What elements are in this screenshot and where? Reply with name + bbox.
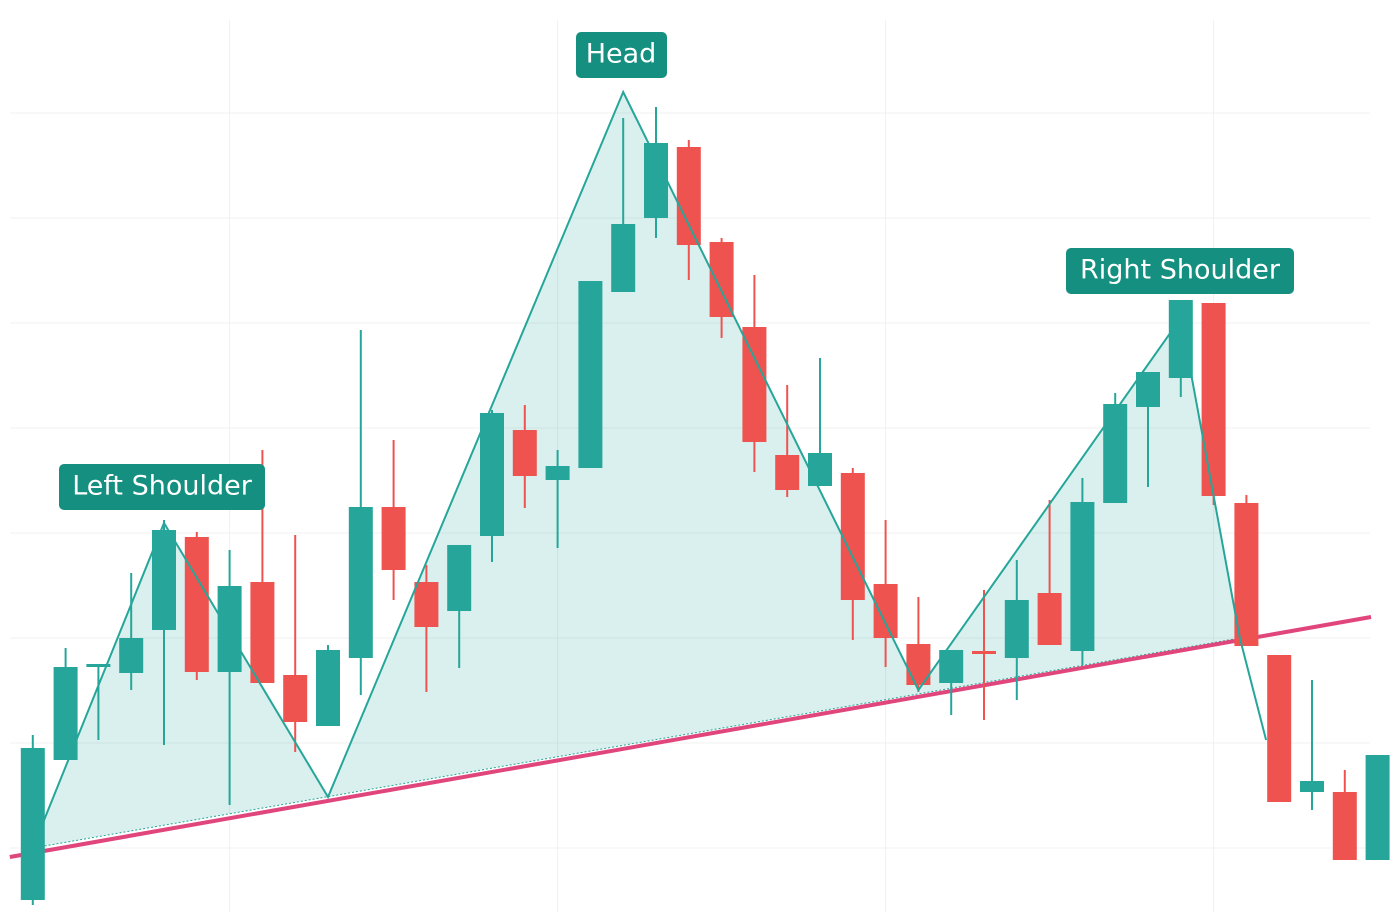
label-box bbox=[1066, 248, 1294, 294]
candle-body bbox=[1300, 781, 1324, 792]
candle-body bbox=[1365, 755, 1390, 860]
candle-body bbox=[348, 507, 373, 658]
candle-body bbox=[1201, 303, 1226, 496]
candle-body bbox=[873, 584, 898, 638]
candle-body bbox=[545, 466, 570, 480]
candle-body bbox=[676, 147, 701, 245]
candle-body bbox=[381, 507, 406, 570]
candle-body bbox=[1136, 372, 1160, 407]
candle-body bbox=[119, 638, 144, 673]
candle-body bbox=[184, 537, 209, 672]
pattern-line bbox=[31, 89, 1268, 849]
candle-body bbox=[808, 453, 832, 486]
candle-body bbox=[1103, 404, 1128, 503]
candle-body bbox=[217, 586, 242, 672]
candle-body bbox=[1070, 502, 1095, 651]
annotation: Right Shoulder bbox=[1080, 255, 1281, 286]
candle-body bbox=[1267, 655, 1292, 802]
candle-body bbox=[1332, 792, 1357, 860]
pattern-base bbox=[32, 637, 1240, 849]
candle-body bbox=[742, 327, 767, 442]
candle-body bbox=[972, 651, 996, 654]
label-box bbox=[59, 464, 265, 510]
candle-body bbox=[480, 413, 504, 536]
annotation: Head bbox=[586, 39, 657, 70]
annotation: Left Shoulder bbox=[72, 471, 253, 502]
neckline bbox=[9, 615, 1372, 859]
candle-body bbox=[611, 224, 636, 292]
candle-body bbox=[1234, 503, 1259, 646]
annotations: Left Shoulder Head Right Shoulder bbox=[59, 32, 1294, 510]
candle-body bbox=[20, 748, 45, 900]
candle-body bbox=[250, 582, 275, 683]
pattern-area bbox=[32, 92, 1240, 848]
candle-body bbox=[1037, 593, 1062, 645]
candle-body bbox=[644, 143, 668, 218]
candle-body bbox=[775, 455, 800, 490]
candle-body bbox=[86, 664, 111, 667]
candle-body bbox=[316, 650, 340, 726]
plot bbox=[9, 89, 1390, 905]
candle-body bbox=[1004, 600, 1029, 658]
candle-body bbox=[447, 545, 472, 611]
candle-body bbox=[152, 530, 176, 630]
candle-body bbox=[512, 430, 537, 476]
candle-body bbox=[414, 582, 439, 627]
candle-body bbox=[709, 242, 734, 317]
label-box bbox=[576, 32, 667, 78]
candle-body bbox=[283, 675, 308, 722]
candle-body bbox=[578, 281, 603, 468]
candle-body bbox=[840, 473, 865, 600]
